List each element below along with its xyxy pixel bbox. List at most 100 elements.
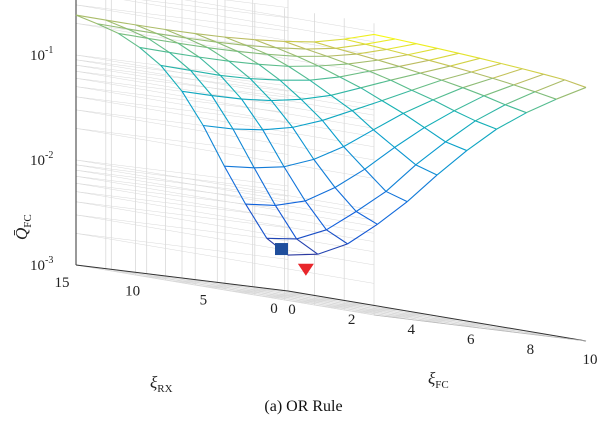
surface-line-x bbox=[390, 72, 421, 81]
surface-line-x bbox=[428, 52, 459, 61]
surface-line-x bbox=[348, 59, 379, 65]
surface-line-x bbox=[318, 63, 349, 67]
y-tick-label: 15 bbox=[55, 275, 70, 291]
surface-line-y bbox=[245, 44, 268, 55]
surface-line-y bbox=[169, 52, 191, 71]
surface-line-x bbox=[262, 126, 293, 131]
surface-line-x bbox=[534, 79, 566, 93]
surface-line-x bbox=[224, 165, 255, 169]
surface-line-x bbox=[267, 53, 298, 57]
surface-line-x bbox=[411, 79, 442, 91]
surface-line-x bbox=[292, 119, 323, 128]
surface-line-x bbox=[305, 47, 336, 50]
surface-line-x bbox=[309, 76, 340, 81]
surface-line-x bbox=[406, 174, 438, 203]
surface-line-x bbox=[207, 47, 238, 52]
surface-line-y bbox=[450, 65, 472, 73]
surface-line-x bbox=[156, 33, 187, 39]
min-triangle-marker bbox=[297, 263, 314, 276]
surface-line-y bbox=[441, 79, 463, 89]
surface-line-x bbox=[377, 201, 408, 225]
surface-line-y bbox=[360, 87, 383, 102]
surface-line-y bbox=[228, 60, 251, 80]
surface-line-x bbox=[258, 63, 289, 67]
surface-line-x bbox=[275, 200, 306, 206]
y-axis-line bbox=[75, 264, 289, 292]
surface-line-x bbox=[246, 44, 277, 49]
axis-labels: ξRX ξFC Q̄FC bbox=[12, 214, 449, 395]
surface-line-y bbox=[483, 95, 506, 106]
surface-line-x bbox=[245, 203, 276, 206]
surface-line-y bbox=[309, 79, 332, 96]
surface-line-y bbox=[373, 33, 396, 40]
surface-line-x bbox=[339, 70, 370, 78]
surface-mesh bbox=[75, 14, 587, 256]
min-square-marker bbox=[275, 243, 288, 256]
surface-line-y bbox=[534, 91, 557, 100]
x-tick-label: 6 bbox=[467, 332, 475, 348]
surface-line-x bbox=[407, 47, 438, 56]
surface-line-x bbox=[360, 79, 391, 89]
x-axis-line bbox=[287, 290, 587, 342]
grid-floor-y bbox=[181, 277, 481, 329]
surface-line-x bbox=[241, 98, 272, 102]
surface-line-x bbox=[304, 186, 336, 202]
surface-line-y bbox=[381, 100, 404, 114]
surface-line-y bbox=[356, 53, 379, 61]
surface-line-y bbox=[249, 78, 272, 101]
surface-line-y bbox=[348, 63, 370, 72]
surface-line-y bbox=[432, 99, 455, 112]
surface-line-y bbox=[475, 120, 497, 130]
surface-line-y bbox=[288, 65, 311, 81]
surface-line-y bbox=[241, 98, 264, 131]
surface-line-x bbox=[177, 42, 208, 49]
surface-line-x bbox=[266, 237, 297, 240]
surface-line-x bbox=[160, 64, 191, 71]
surface-line-y bbox=[156, 33, 179, 44]
surface-line-y bbox=[223, 165, 247, 205]
surface-line-x bbox=[287, 253, 318, 256]
surface-line-y bbox=[445, 141, 468, 152]
surface-line-y bbox=[492, 77, 514, 86]
surface-line-y bbox=[330, 94, 353, 112]
surface-line-x bbox=[301, 94, 332, 100]
surface-line-y bbox=[543, 73, 565, 81]
surface-line-y bbox=[304, 200, 327, 231]
surface-line-x bbox=[355, 190, 387, 212]
surface-line-y bbox=[339, 76, 362, 89]
surface-line-x bbox=[135, 24, 166, 31]
surface-line-y bbox=[479, 57, 502, 65]
surface-line-x bbox=[97, 23, 128, 30]
x-tick-label: 4 bbox=[407, 322, 415, 338]
surface-line-y bbox=[394, 146, 417, 166]
x-tick-label: 8 bbox=[527, 342, 535, 358]
surface-line-y bbox=[300, 98, 323, 121]
surface-line-x bbox=[317, 243, 348, 255]
surface-line-x bbox=[254, 39, 285, 42]
surface-line-x bbox=[373, 112, 404, 131]
surface-line-x bbox=[118, 32, 149, 39]
surface-line-x bbox=[250, 78, 281, 81]
surface-line-y bbox=[351, 110, 374, 131]
surface-line-x bbox=[190, 69, 221, 76]
surface-line-y bbox=[402, 112, 425, 129]
grid-floor-y bbox=[75, 264, 375, 316]
x-axis-label: ξFC bbox=[428, 369, 449, 391]
surface-line-x bbox=[254, 166, 285, 169]
surface-line-x bbox=[105, 19, 136, 26]
z-tick-label: 10-2 bbox=[30, 150, 53, 169]
surface-line-y bbox=[437, 47, 459, 54]
surface-line-x bbox=[436, 150, 468, 176]
surface-line-x bbox=[314, 38, 345, 43]
surface-line-x bbox=[402, 99, 434, 114]
surface-line-x bbox=[199, 56, 230, 62]
surface-line-y bbox=[258, 63, 281, 81]
surface-line-y bbox=[165, 29, 187, 39]
surface-line-x bbox=[492, 68, 523, 79]
surface-line-y bbox=[395, 38, 417, 45]
surface-line-y bbox=[453, 110, 476, 122]
surface-line-x bbox=[385, 164, 417, 192]
surface-line-y bbox=[501, 62, 523, 70]
surface-line-x bbox=[271, 98, 302, 102]
y-tick-label: 10 bbox=[125, 284, 140, 300]
